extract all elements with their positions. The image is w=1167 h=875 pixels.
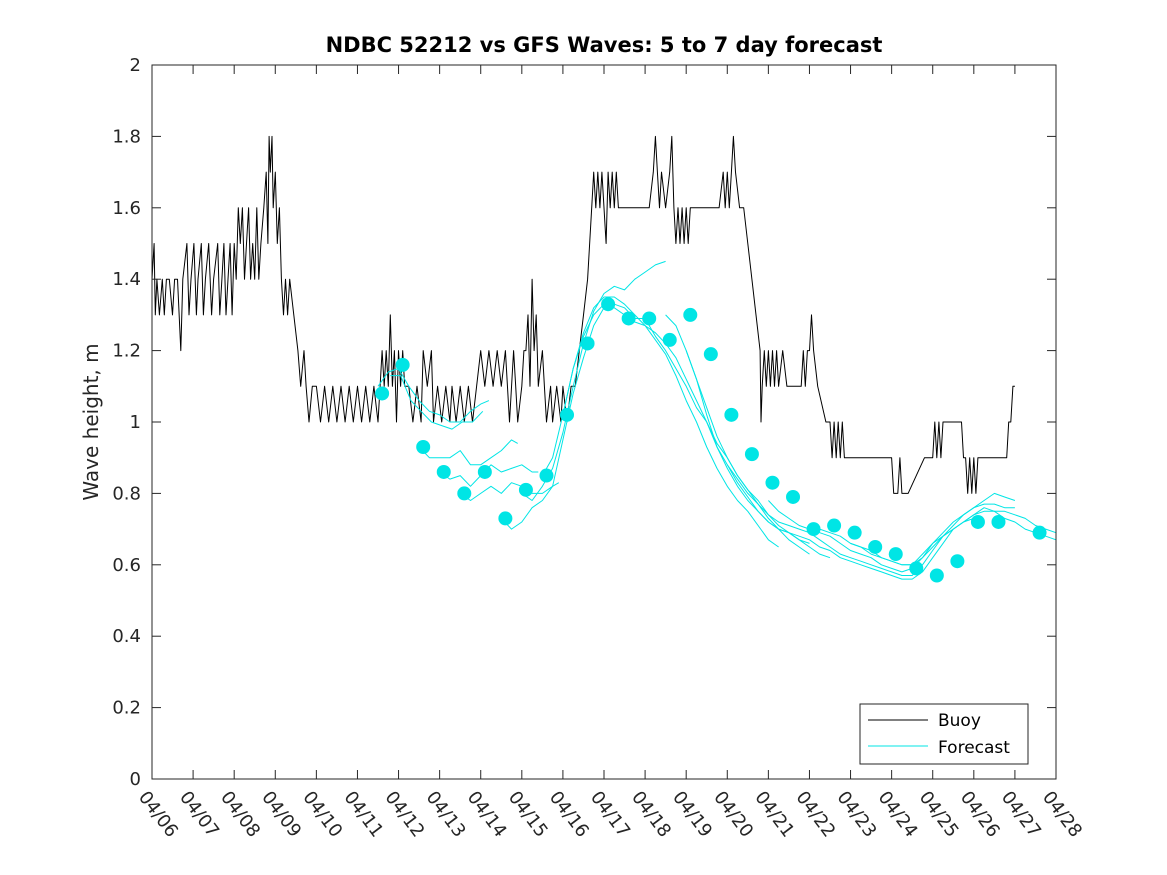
forecast-series-line: [377, 368, 490, 423]
forecast-series-line: [459, 482, 560, 501]
y-tick-label: 0.6: [112, 555, 141, 576]
y-tick-label: 1.8: [112, 126, 141, 147]
y-tick-label: 1.4: [112, 269, 141, 290]
forecast-marker: [724, 407, 739, 422]
forecast-marker: [1032, 525, 1047, 540]
forecast-marker: [375, 386, 390, 401]
forecast-marker: [744, 447, 759, 462]
legend-label-buoy: Buoy: [938, 711, 981, 731]
legend-label-forecast: Forecast: [938, 738, 1010, 758]
plot-area: [152, 65, 1056, 779]
chart-title: NDBC 52212 vs GFS Waves: 5 to 7 day fore…: [326, 33, 883, 57]
forecast-marker: [457, 486, 472, 501]
legend: Buoy Forecast: [859, 703, 1029, 765]
forecast-series-line: [439, 464, 539, 487]
forecast-marker: [416, 439, 431, 454]
y-tick-label: 0.8: [112, 483, 141, 504]
forecast-marker: [539, 468, 554, 483]
forecast-marker: [560, 407, 575, 422]
forecast-marker: [601, 297, 616, 312]
forecast-marker: [683, 307, 698, 322]
series-layer: [151, 135, 1057, 583]
forecast-marker: [703, 347, 718, 362]
y-axis-ticks: 0 0.2 0.4 0.6 0.8 1 1.2 1.4 1.6 1.8 2: [112, 55, 1056, 790]
forecast-series-line: [418, 439, 518, 466]
forecast-marker: [806, 522, 821, 537]
y-tick-label: 1.2: [112, 341, 141, 362]
forecast-marker: [827, 518, 842, 533]
forecast-marker: [786, 489, 801, 504]
buoy-series-line: [151, 135, 1015, 494]
forecast-marker: [662, 332, 677, 347]
forecast-marker: [765, 475, 780, 490]
forecast-marker: [970, 514, 985, 529]
forecast-marker: [436, 464, 451, 479]
forecast-marker: [580, 336, 595, 351]
legend-box: [859, 703, 1029, 765]
forecast-series-line: [390, 375, 484, 430]
forecast-series-line: [685, 350, 974, 580]
forecast-marker: [518, 482, 533, 497]
y-axis-label: Wave height, m: [79, 343, 103, 500]
forecast-marker: [950, 554, 965, 569]
forecast-marker: [395, 357, 410, 372]
y-tick-label: 0.2: [112, 698, 141, 719]
y-tick-label: 0.4: [112, 626, 141, 647]
forecast-series-line: [850, 510, 1057, 566]
forecast-marker: [621, 311, 636, 326]
y-tick-label: 1: [130, 412, 141, 433]
forecast-series-line: [541, 296, 779, 548]
forecast-marker: [642, 311, 657, 326]
forecast-marker: [888, 547, 903, 562]
forecast-marker: [868, 539, 883, 554]
y-tick-label: 2: [130, 55, 141, 76]
forecast-marker: [477, 464, 492, 479]
forecast-marker: [847, 525, 862, 540]
forecast-marker: [991, 514, 1006, 529]
forecast-marker: [929, 568, 944, 583]
y-tick-label: 0: [130, 769, 141, 790]
forecast-marker: [909, 561, 924, 576]
y-tick-label: 1.6: [112, 198, 141, 219]
forecast-marker: [498, 511, 513, 526]
